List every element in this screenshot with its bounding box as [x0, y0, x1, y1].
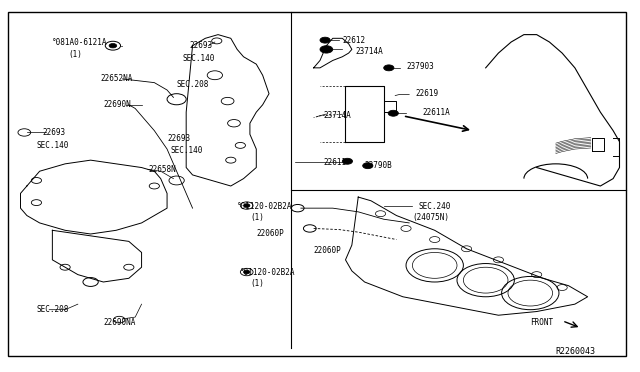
Circle shape — [244, 270, 250, 274]
Text: 22060P: 22060P — [256, 230, 284, 238]
Text: SEC.208: SEC.208 — [177, 80, 209, 89]
Text: 22060P: 22060P — [314, 246, 341, 255]
Text: 23714A: 23714A — [323, 111, 351, 121]
Circle shape — [384, 65, 394, 71]
Circle shape — [342, 158, 353, 164]
Text: 22658N: 22658N — [148, 165, 176, 174]
Text: °01120-02B2A: °01120-02B2A — [241, 268, 296, 277]
Text: SEC.140: SEC.140 — [183, 54, 216, 63]
Text: 22611: 22611 — [323, 157, 346, 167]
Text: 22619: 22619 — [415, 89, 438, 98]
Text: 237903: 237903 — [406, 61, 434, 71]
Text: 22690NA: 22690NA — [103, 318, 136, 327]
Text: °01120-02B2A: °01120-02B2A — [237, 202, 292, 211]
Text: SEC.240: SEC.240 — [419, 202, 451, 211]
Text: 22693: 22693 — [167, 134, 190, 142]
Circle shape — [320, 37, 330, 43]
Text: 22612: 22612 — [342, 36, 365, 45]
Circle shape — [109, 44, 116, 48]
Text: SEC.140: SEC.140 — [170, 147, 203, 155]
Circle shape — [244, 204, 250, 208]
Text: 22611A: 22611A — [422, 108, 450, 117]
Text: (1): (1) — [250, 279, 264, 288]
Circle shape — [320, 46, 333, 53]
Text: SEC.140: SEC.140 — [36, 141, 69, 150]
Text: R2260043: R2260043 — [556, 347, 596, 356]
Text: 22693: 22693 — [43, 128, 66, 137]
Text: (1): (1) — [68, 51, 82, 60]
Text: 22652NA: 22652NA — [100, 74, 132, 83]
Text: 23790B: 23790B — [365, 161, 392, 170]
Text: 23714A: 23714A — [355, 47, 383, 56]
Text: (1): (1) — [250, 213, 264, 222]
Text: °081A0-6121A: °081A0-6121A — [52, 38, 108, 46]
Text: FRONT: FRONT — [531, 318, 554, 327]
Text: 22690N: 22690N — [103, 100, 131, 109]
Circle shape — [363, 163, 373, 169]
Circle shape — [388, 110, 398, 116]
Text: SEC.208: SEC.208 — [36, 305, 69, 314]
Text: (24075N): (24075N) — [412, 213, 449, 222]
Text: 22693: 22693 — [189, 41, 212, 50]
